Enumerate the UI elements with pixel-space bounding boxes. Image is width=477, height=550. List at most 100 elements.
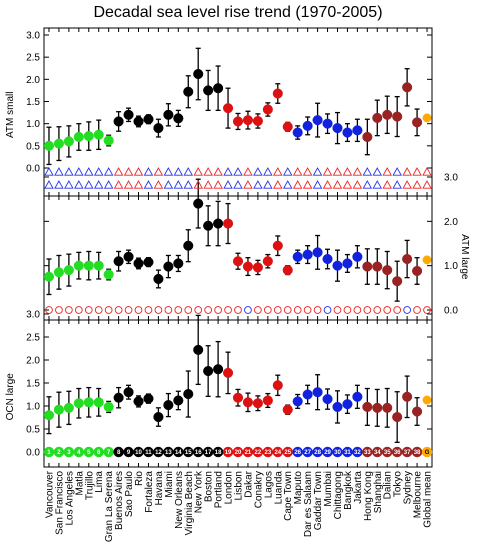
data-point <box>83 397 94 408</box>
index-label: 9 <box>127 450 131 456</box>
triangle-marker <box>282 180 293 189</box>
triangle-marker <box>193 167 203 176</box>
circle-marker <box>323 306 332 314</box>
triangle-marker <box>372 180 383 189</box>
y-tick-label: 0.0 <box>26 164 40 175</box>
data-point <box>302 249 313 260</box>
data-point <box>63 265 74 276</box>
index-label: 13 <box>165 450 172 456</box>
category-label: Matla <box>74 471 85 496</box>
index-label: 1 <box>47 450 51 456</box>
circle-marker <box>194 306 203 314</box>
triangle-marker <box>223 180 233 189</box>
data-point <box>232 392 244 403</box>
data-point <box>73 398 84 409</box>
circle-marker <box>224 306 232 314</box>
triangle-marker <box>183 167 194 176</box>
index-label: 22 <box>255 450 262 456</box>
data-point <box>252 115 263 127</box>
index-label: 36 <box>394 450 401 456</box>
circle-marker <box>303 306 312 314</box>
y-tick-label: 3.0 <box>444 173 458 184</box>
category-label: Dakar <box>243 470 254 497</box>
data-point <box>113 116 124 127</box>
data-point <box>402 82 413 93</box>
data-point <box>282 121 293 132</box>
data-point <box>312 247 323 258</box>
circle-marker <box>65 306 73 314</box>
circle-marker <box>293 306 302 314</box>
data-point <box>262 104 273 115</box>
data-point <box>412 406 423 417</box>
triangle-marker <box>93 180 104 189</box>
data-point <box>103 269 114 280</box>
category-label: Los Angeles <box>64 471 75 526</box>
circle-marker <box>343 306 352 314</box>
circle-marker <box>353 306 362 314</box>
triangle-marker <box>422 167 432 176</box>
category-label: New Orleans <box>174 471 185 529</box>
data-point <box>203 85 214 96</box>
data-point <box>352 251 363 262</box>
triangle-marker <box>273 167 283 176</box>
index-label: 27 <box>304 450 311 456</box>
data-point <box>153 273 164 285</box>
triangle-marker <box>263 167 273 176</box>
data-point <box>282 265 293 276</box>
data-point <box>312 115 323 126</box>
y-tick-label: 0.5 <box>26 141 40 152</box>
data-point <box>242 261 253 272</box>
y-tick-label: 2.0 <box>444 217 458 228</box>
data-point <box>103 135 114 146</box>
circle-marker <box>45 306 53 314</box>
data-point <box>173 258 184 269</box>
y-axis-label: ATM large <box>459 234 470 280</box>
data-point <box>53 267 64 278</box>
y-tick-label: 2.5 <box>26 333 40 344</box>
category-label: Sydney <box>403 471 414 504</box>
data-point <box>392 411 403 423</box>
data-point <box>153 411 164 423</box>
category-label: Shanghai <box>373 471 384 513</box>
data-point <box>173 113 184 124</box>
triangle-marker <box>64 167 74 176</box>
index-label: 11 <box>145 450 152 456</box>
triangle-marker <box>243 167 253 176</box>
circle-marker <box>74 306 83 314</box>
y-tick-label: 1.5 <box>26 379 40 390</box>
category-label: London <box>224 471 235 504</box>
axis-ticks: 0.0 0.5 1.0 1.5 2.0 2.5 3.0 ATM small 0.0 1.0 2.0 3… <box>5 28 470 467</box>
triangle-marker <box>84 180 94 189</box>
triangle-marker <box>103 180 114 189</box>
data-point <box>412 117 423 128</box>
data-point <box>203 220 214 231</box>
data-point <box>83 131 94 142</box>
triangle-marker <box>84 167 94 176</box>
triangle-marker <box>342 167 353 176</box>
data-point <box>282 404 293 415</box>
index-label: 15 <box>185 450 192 456</box>
triangle-marker <box>312 180 323 189</box>
data-point <box>322 253 333 265</box>
index-label: 21 <box>245 450 252 456</box>
triangle-marker <box>163 180 174 189</box>
data-point <box>422 395 432 405</box>
data-point <box>352 391 363 402</box>
index-label: 17 <box>205 450 212 456</box>
triangle-marker <box>362 167 373 176</box>
data-point <box>232 256 244 267</box>
category-label: Cape Town <box>283 471 294 521</box>
triangle-marker <box>103 167 114 176</box>
category-label: Hong Kong <box>363 471 374 521</box>
index-label: 24 <box>274 450 281 456</box>
circle-marker <box>164 306 173 314</box>
index-label: 37 <box>404 450 411 456</box>
category-label: Lima <box>94 471 105 493</box>
triangle-marker <box>123 180 134 189</box>
triangle-marker <box>74 180 84 189</box>
triangle-marker <box>203 180 213 189</box>
category-label: Rio <box>134 471 145 486</box>
index-label: 26 <box>294 450 301 456</box>
